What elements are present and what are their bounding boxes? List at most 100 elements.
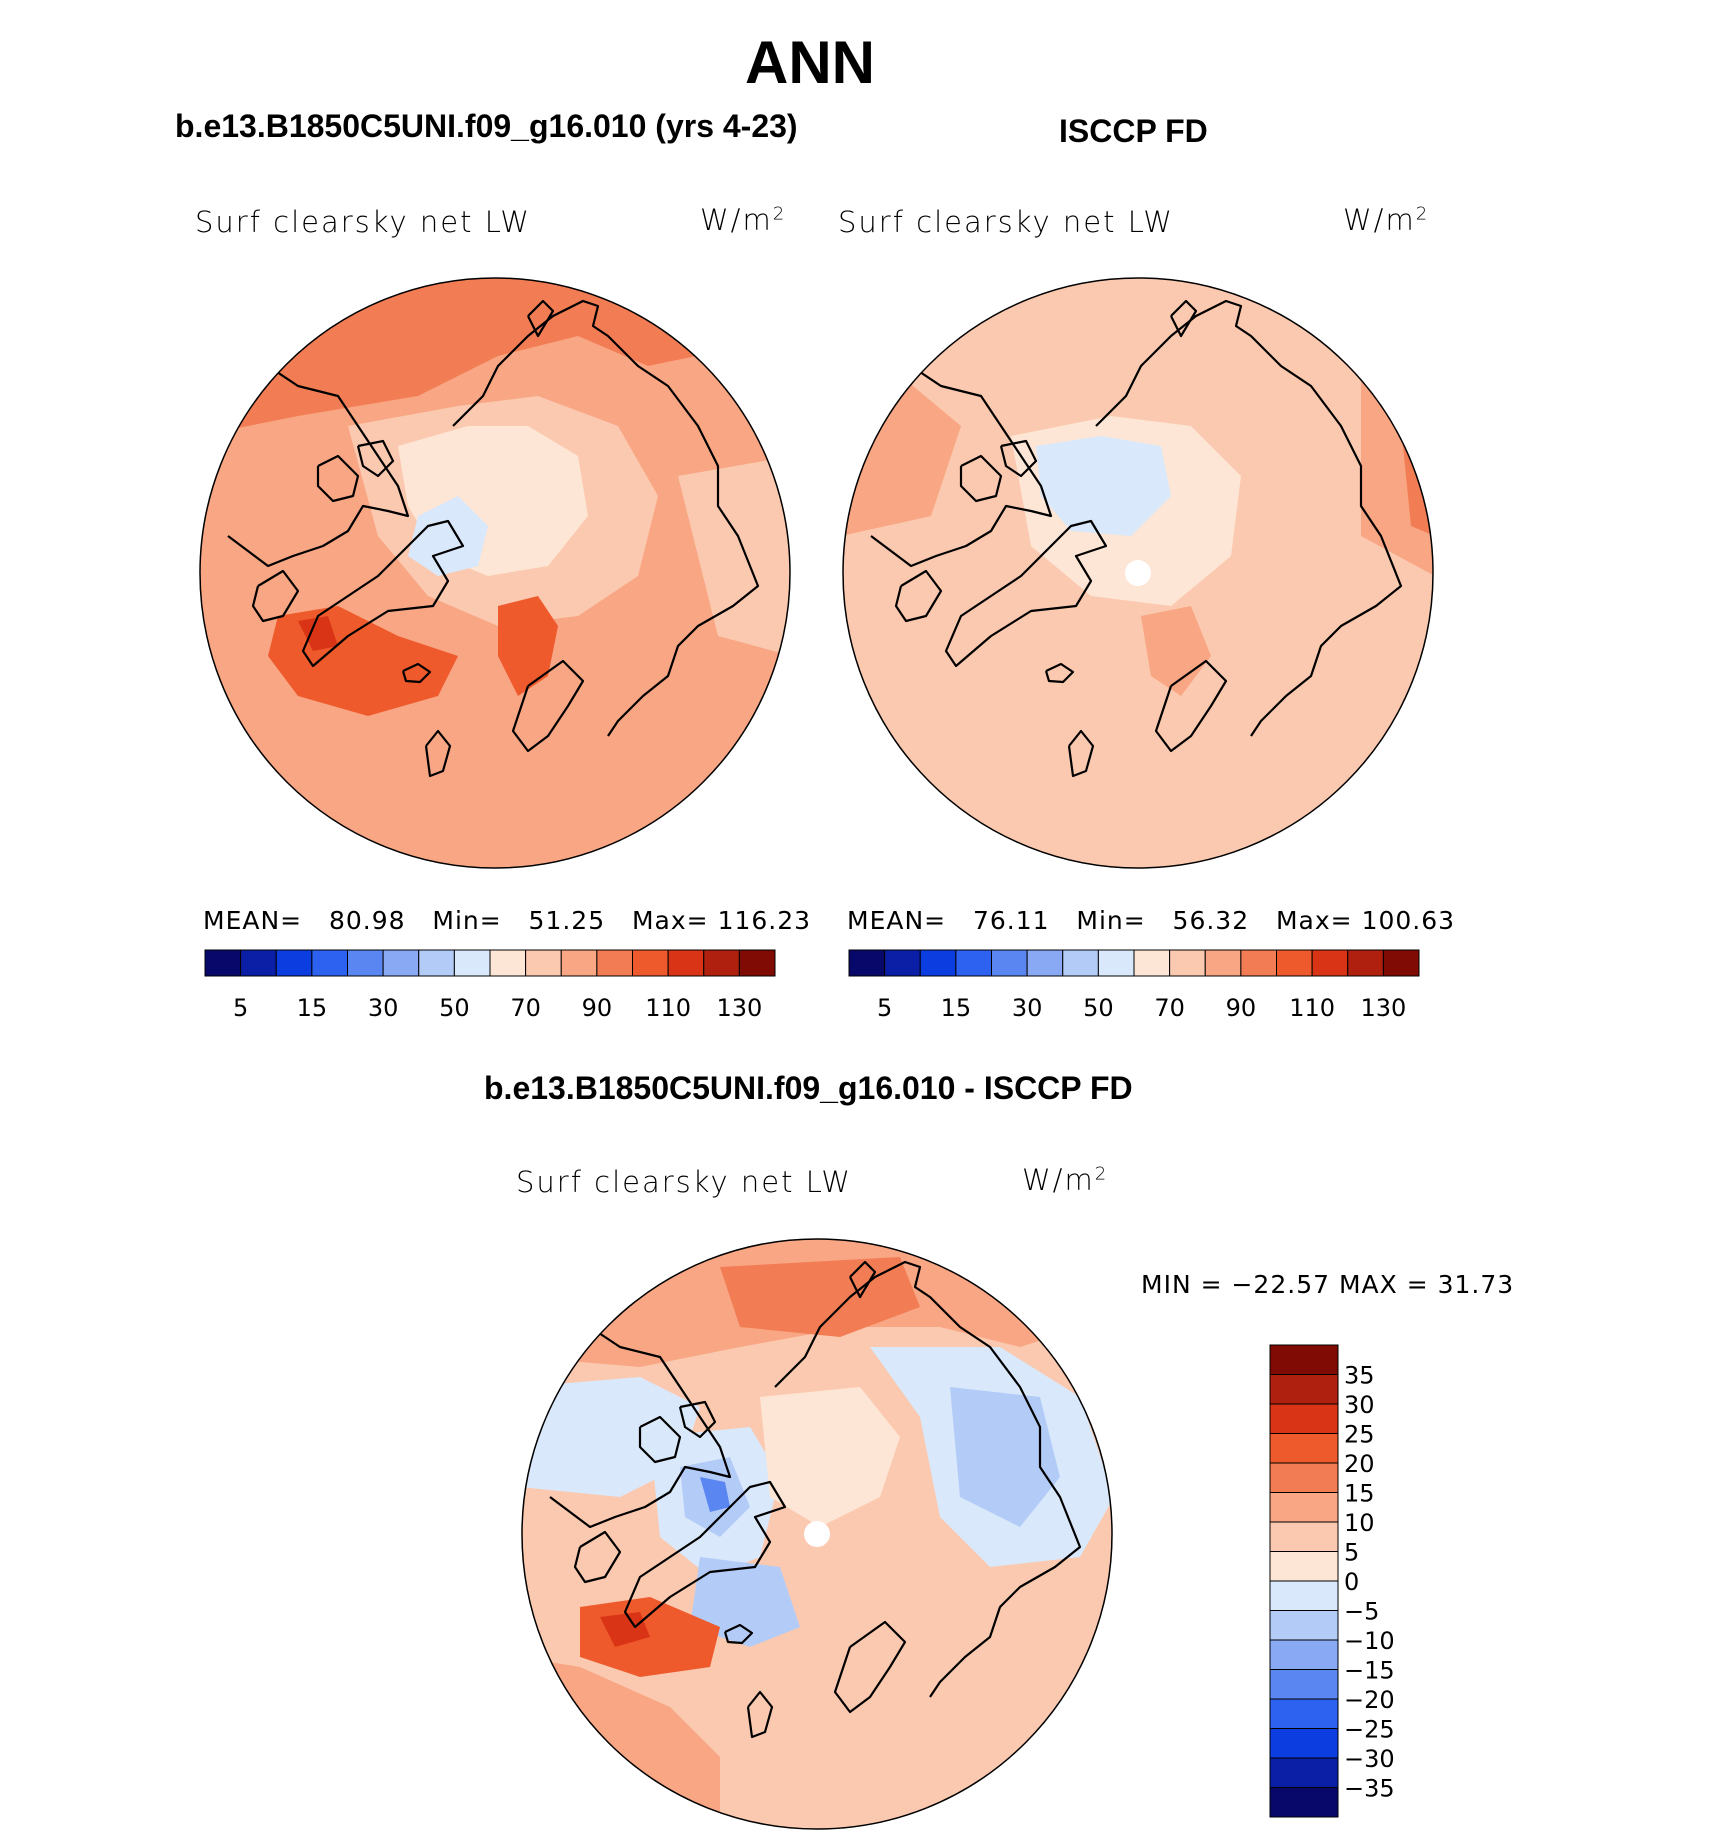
diff-colorbar-box <box>1269 1374 1339 1405</box>
coastline <box>638 1415 682 1464</box>
obs-units-label: W/m2 <box>1343 203 1430 237</box>
coastline <box>227 364 410 568</box>
diff-variable-label: Surf clearsky net LW <box>516 1165 852 1199</box>
diff-colorbar-tick-label: 30 <box>1344 1391 1375 1419</box>
model-colorbar-box <box>703 949 740 977</box>
model-colorbar-box <box>596 949 633 977</box>
diff-colorbar-box <box>1269 1580 1339 1611</box>
coastline <box>894 569 943 623</box>
obs-panel-heading: ISCCP FD <box>1059 113 1208 149</box>
obs-colorbar-box <box>1276 949 1313 977</box>
coastline <box>1095 299 1403 737</box>
model-colorbar-tick-label: 15 <box>297 994 328 1022</box>
obs-colorbar-tick-label: 130 <box>1360 994 1406 1022</box>
obs-colorbar-box <box>1133 949 1171 977</box>
diff-colorbar-box <box>1269 1639 1339 1670</box>
coastline <box>527 299 555 338</box>
obs-colorbar-box <box>1311 949 1349 977</box>
diff-colorbar-tick-label: 15 <box>1344 1480 1375 1508</box>
obs-colorbar-tick-label: 30 <box>1012 994 1043 1022</box>
model-colorbar-box <box>275 949 313 977</box>
model-colorbar-box <box>418 949 455 977</box>
model-polar-map <box>199 277 791 869</box>
model-colorbar-box <box>667 949 705 977</box>
model-colorbar-box <box>632 949 669 977</box>
obs-colorbar-tick-label: 90 <box>1226 994 1257 1022</box>
obs-colorbar-tick-label: 15 <box>941 994 972 1022</box>
obs-colorbar-box <box>1347 949 1384 977</box>
diff-units-label: W/m2 <box>1022 1163 1109 1197</box>
obs-colorbar-box <box>991 949 1028 977</box>
obs-colorbar-box <box>1240 949 1277 977</box>
coastline <box>1067 729 1095 778</box>
coastline <box>356 439 395 478</box>
coastline <box>959 454 1003 503</box>
model-colorbar-box <box>204 949 242 977</box>
model-colorbar-box <box>311 949 348 977</box>
coastline <box>452 299 760 737</box>
coastline <box>424 729 452 778</box>
model-colorbar-tick-label: 90 <box>582 994 613 1022</box>
coastline <box>573 1530 622 1584</box>
coastline <box>1044 662 1075 684</box>
diff-colorbar-tick-label: 35 <box>1344 1362 1375 1390</box>
model-colorbar-box <box>240 949 277 977</box>
model-colorbar-tick-label: 70 <box>510 994 541 1022</box>
obs-colorbar-box <box>848 949 886 977</box>
model-colorbar-tick-label: 130 <box>716 994 762 1022</box>
diff-colorbar-tick-label: 25 <box>1344 1421 1375 1449</box>
model-colorbar-box <box>489 949 527 977</box>
diff-colorbar-tick-label: −20 <box>1344 1686 1395 1714</box>
coastline <box>774 1260 1082 1698</box>
coastline <box>746 1690 774 1739</box>
model-colorbar-tick-label: 50 <box>439 994 470 1022</box>
model-colorbar-box <box>453 949 491 977</box>
diff-polar-map <box>521 1238 1113 1830</box>
coastline <box>511 659 585 753</box>
diff-colorbar-tick-label: −25 <box>1344 1716 1395 1744</box>
coastline <box>301 519 465 668</box>
obs-colorbar-box <box>1382 949 1420 977</box>
coastline <box>1170 299 1198 338</box>
diff-colorbar-tick-label: −5 <box>1344 1598 1379 1626</box>
obs-colorbar-box <box>884 949 921 977</box>
diff-colorbar-box <box>1269 1492 1339 1523</box>
diff-panel-heading: b.e13.B1850C5UNI.f09_g16.010 - ISCCP FD <box>484 1070 1133 1106</box>
coastline <box>678 1400 717 1439</box>
diff-colorbar-box <box>1269 1757 1339 1788</box>
obs-colorbar-box <box>955 949 992 977</box>
diff-colorbar-box <box>1269 1669 1339 1700</box>
diff-colorbar-tick-label: −35 <box>1344 1775 1395 1803</box>
model-panel-heading: b.e13.B1850C5UNI.f09_g16.010 (yrs 4-23) <box>175 108 798 144</box>
model-colorbar-box <box>525 949 562 977</box>
model-colorbar-tick-label: 5 <box>233 994 248 1022</box>
obs-stats: MEAN= 76.11 Min= 56.32 Max= 100.63 <box>847 906 1456 935</box>
coastline <box>723 1623 754 1645</box>
model-colorbar-box <box>560 949 598 977</box>
coastline <box>944 519 1108 668</box>
model-colorbar: 5 15 30 50 70 90 110 130 <box>204 949 776 1022</box>
coastline <box>849 1260 877 1299</box>
diff-colorbar-box <box>1269 1433 1339 1464</box>
diff-colorbar-tick-label: −15 <box>1344 1657 1395 1685</box>
diff-colorbar-box <box>1269 1403 1339 1434</box>
coastline <box>251 569 300 623</box>
diff-colorbar-box <box>1269 1728 1339 1759</box>
coastline <box>623 1480 787 1629</box>
diff-colorbar-box <box>1269 1551 1339 1582</box>
diff-colorbar-box <box>1269 1462 1339 1493</box>
diff-colorbar-box <box>1269 1521 1339 1552</box>
coastline <box>833 1620 907 1714</box>
obs-colorbar-tick-label: 110 <box>1289 994 1335 1022</box>
diff-colorbar-tick-label: −10 <box>1344 1627 1395 1655</box>
obs-colorbar-box <box>1026 949 1064 977</box>
obs-colorbar: 5 15 30 50 70 90 110 130 <box>848 949 1420 1022</box>
obs-colorbar-box <box>1097 949 1135 977</box>
coastline <box>1154 659 1228 753</box>
model-colorbar-tick-label: 110 <box>645 994 691 1022</box>
diff-colorbar-box <box>1269 1344 1339 1375</box>
model-colorbar-box <box>347 949 384 977</box>
obs-colorbar-box <box>1204 949 1242 977</box>
coastline <box>401 662 432 684</box>
